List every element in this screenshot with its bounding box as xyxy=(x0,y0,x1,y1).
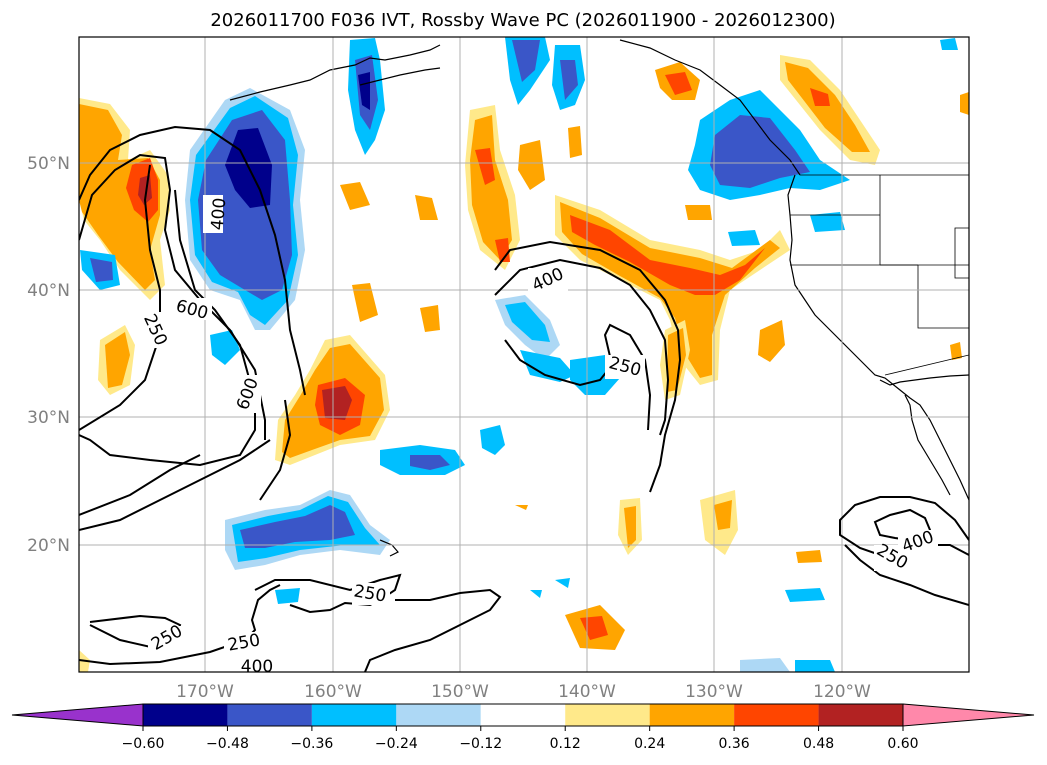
map-title: 2026011700 F036 IVT, Rossby Wave PC (202… xyxy=(210,10,835,31)
colorbar-swatch xyxy=(311,704,397,726)
colorbar-swatch xyxy=(649,704,735,726)
colorbar-swatch xyxy=(227,704,312,726)
contour-labels: 400 600 250 600 400 250 250 250 250 400 … xyxy=(139,195,938,677)
lat-label: 50°N xyxy=(27,154,70,174)
colorbar-extend-high xyxy=(902,703,1035,727)
lon-label: 150°W xyxy=(431,682,489,702)
colorbar-tick-label: −0.60 xyxy=(122,736,165,752)
lat-label: 40°N xyxy=(27,281,70,301)
contour-label: 400 xyxy=(241,657,273,677)
colorbar-tick-label: −0.48 xyxy=(206,736,249,752)
latitude-labels: 50°N 40°N 30°N 20°N xyxy=(27,154,70,556)
colorbar-tick-label: 0.48 xyxy=(803,736,834,752)
lon-label: 160°W xyxy=(304,682,362,702)
colorbar-tick-label: 0.12 xyxy=(550,736,581,752)
colorbar-tick-label: −0.36 xyxy=(290,736,333,752)
colorbar-tick-label: 0.24 xyxy=(634,736,665,752)
lat-label: 20°N xyxy=(27,536,70,556)
colorbar-swatch xyxy=(734,704,819,726)
map-frame xyxy=(78,36,970,673)
colorbar-swatch xyxy=(480,704,566,726)
lon-label: 120°W xyxy=(813,682,871,702)
colorbar-tick-label: 0.60 xyxy=(887,736,918,752)
lon-label: 130°W xyxy=(685,682,743,702)
colorbar-swatch xyxy=(143,704,228,726)
grid xyxy=(79,37,969,672)
colorbar-outline xyxy=(142,703,904,727)
lat-label: 30°N xyxy=(27,408,70,428)
colorbar: −0.60 −0.48 −0.36 −0.24 −0.12 0.12 0.24 0.36 0.4… xyxy=(11,703,1035,752)
colorbar-tick-label: −0.12 xyxy=(459,736,502,752)
colorbar-tick-label: 0.36 xyxy=(719,736,750,752)
coastline xyxy=(229,39,969,557)
colorbar-swatch xyxy=(818,704,903,726)
colorbar-swatch xyxy=(396,704,481,726)
lon-label: 170°W xyxy=(176,682,234,702)
longitude-labels: 170°W 160°W 150°W 140°W 130°W 120°W xyxy=(176,682,871,702)
colorbar-tick-label: −0.24 xyxy=(375,736,418,752)
lon-label: 140°W xyxy=(558,682,616,702)
colorbar-swatch xyxy=(565,704,650,726)
contour-label: 400 xyxy=(208,197,231,231)
colorbar-extend-low xyxy=(11,703,144,727)
map-panel: 400 600 250 600 400 250 250 250 250 400 … xyxy=(79,37,969,677)
political-borders xyxy=(790,174,969,376)
